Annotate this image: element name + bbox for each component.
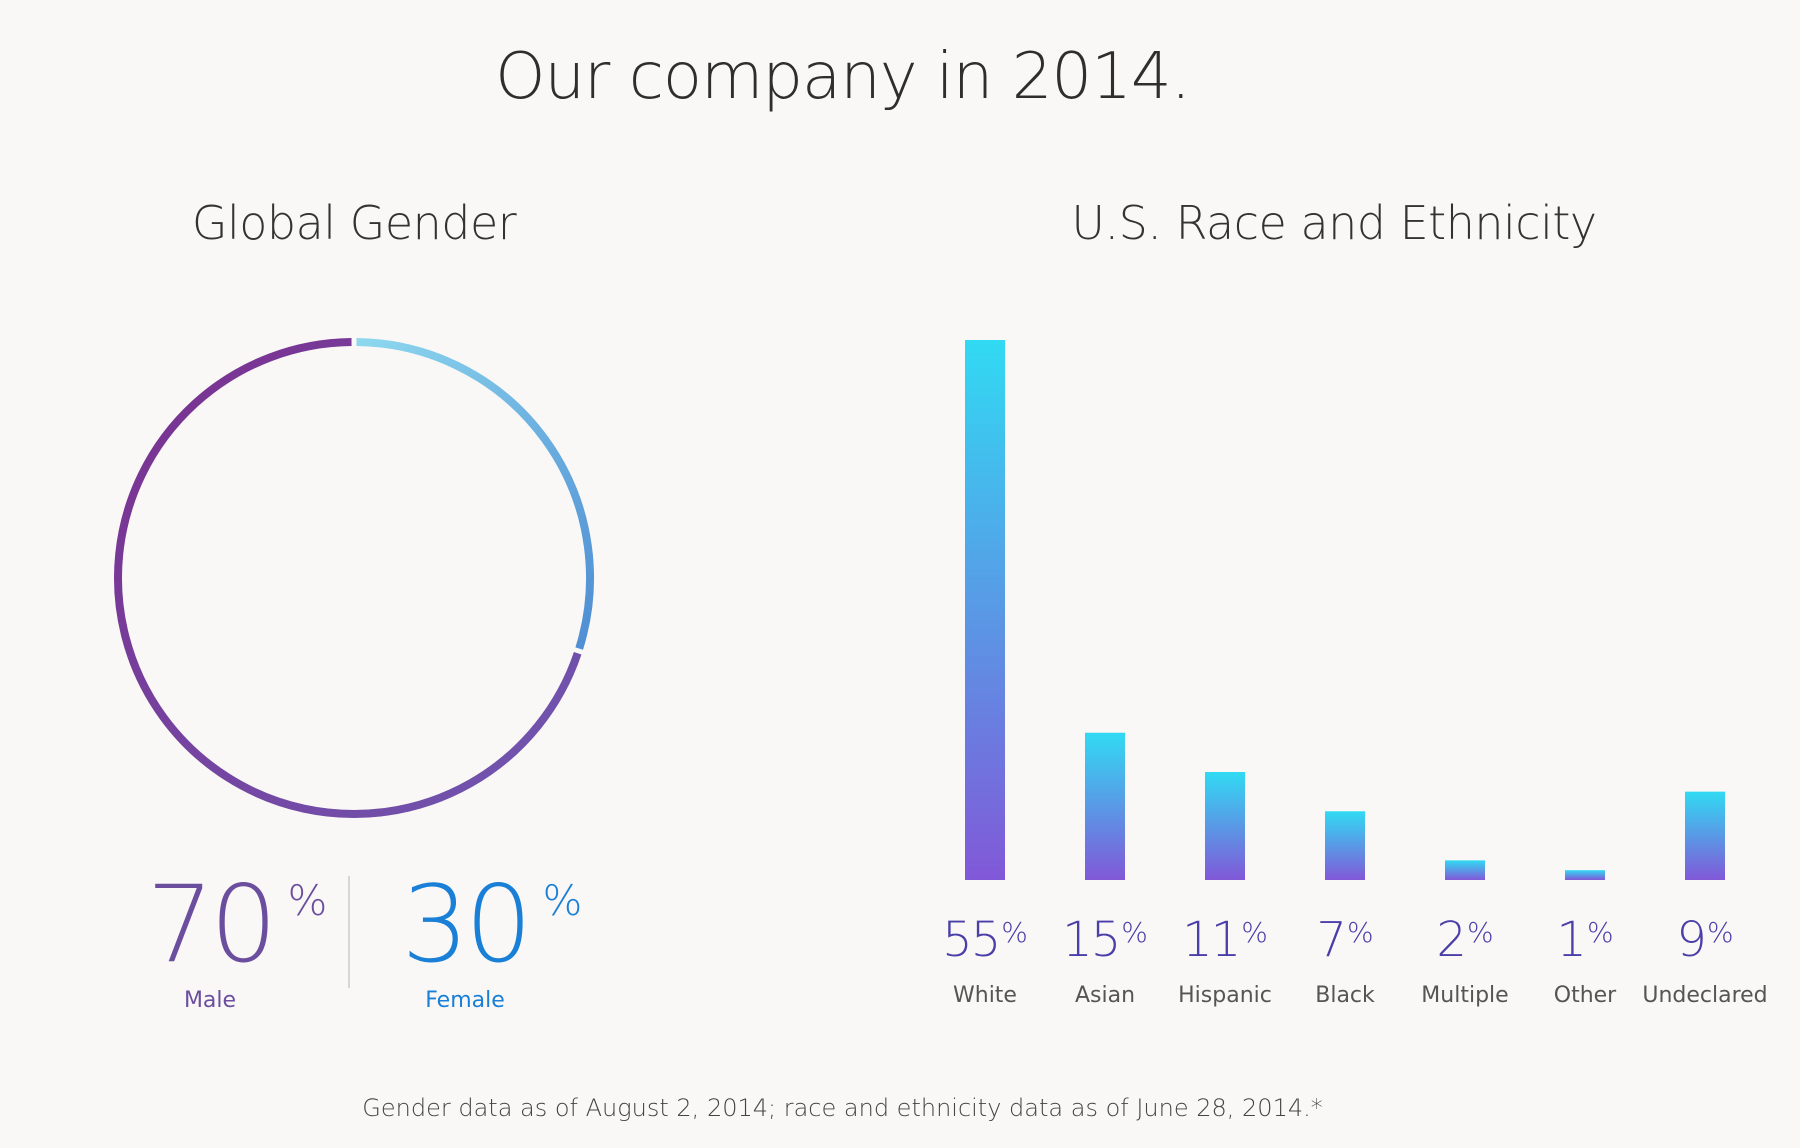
bar-label-white: White	[953, 983, 1017, 1008]
bar-other	[1565, 870, 1605, 880]
bar-label-asian: Asian	[1075, 983, 1135, 1008]
bar-value-multiple: 2%	[1436, 912, 1493, 968]
female-label: Female	[425, 988, 505, 1013]
bar-asian	[1085, 732, 1125, 880]
bar-label-multiple: Multiple	[1421, 983, 1508, 1008]
male-value: 70	[146, 863, 278, 986]
female-stat: 30% Female	[380, 872, 583, 1014]
donut-segment-female	[356, 338, 594, 650]
gender-title: Global Gender	[191, 196, 517, 250]
page-title: Our company in 2014.	[495, 40, 1191, 114]
bar-value-undeclared: 9%	[1676, 912, 1733, 968]
bar-value-asian: 15%	[1062, 912, 1148, 968]
male-label: Male	[183, 988, 237, 1013]
female-value: 30	[401, 863, 533, 986]
footnote: Gender data as of August 2, 2014; race a…	[362, 1094, 1323, 1122]
bar-value-other: 1%	[1556, 912, 1613, 968]
female-percent-sign: %	[542, 876, 583, 925]
bar-label-other: Other	[1554, 983, 1617, 1008]
bar-black	[1325, 811, 1365, 880]
male-stat: 70% Male	[120, 872, 328, 1014]
bar-hispanic	[1205, 772, 1245, 880]
bar-value-black: 7%	[1316, 912, 1373, 968]
bar-multiple	[1445, 860, 1485, 880]
donut-segment-male	[114, 338, 582, 818]
bar-label-black: Black	[1315, 983, 1375, 1008]
gender-divider	[348, 876, 350, 988]
male-percent-sign: %	[287, 876, 328, 925]
bar-label-hispanic: Hispanic	[1178, 983, 1272, 1008]
race-bar-chart: 55% White 15% Asian 11% Hispanic 7% Black 2% Mult…	[942, 340, 1768, 1008]
gender-donut-chart	[114, 338, 594, 818]
race-title: U.S. Race and Ethnicity	[1071, 196, 1597, 250]
bar-value-hispanic: 11%	[1182, 912, 1268, 968]
female-percentage: 30%	[402, 872, 583, 978]
bar-white	[965, 340, 1005, 880]
male-percentage: 70%	[147, 872, 328, 978]
bar-value-white: 55%	[942, 912, 1028, 968]
bar-undeclared	[1685, 791, 1725, 880]
bar-label-undeclared: Undeclared	[1642, 983, 1767, 1008]
